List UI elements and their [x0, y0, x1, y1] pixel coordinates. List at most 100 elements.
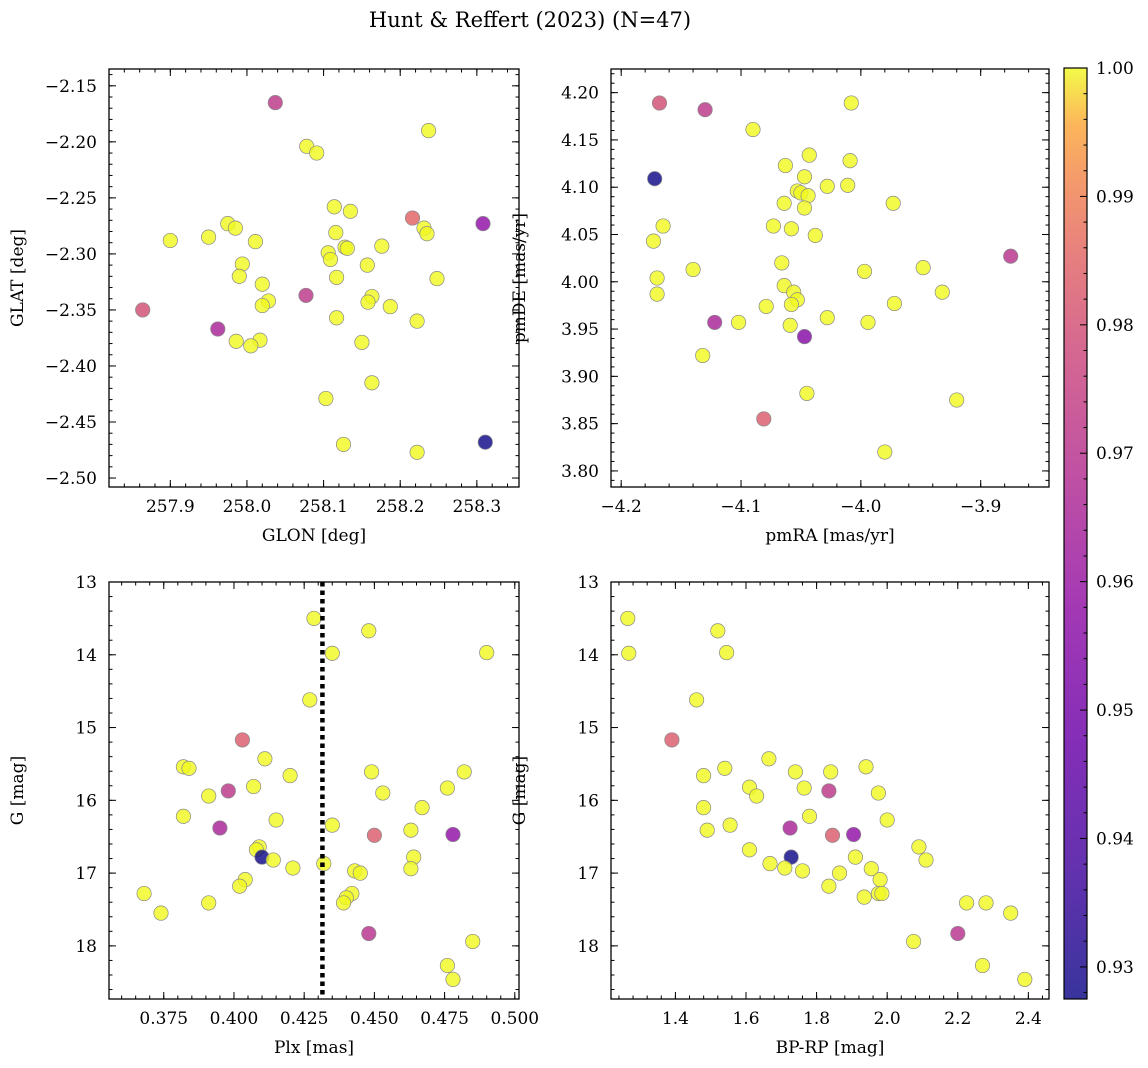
- data-point: [886, 295, 902, 312]
- data-point: [846, 826, 862, 843]
- data-point: [352, 865, 368, 881]
- y-axis-label: G [mag]: [8, 756, 28, 825]
- y-tick-label: 4.20: [561, 84, 599, 104]
- data-point: [409, 444, 425, 460]
- data-point: [843, 95, 859, 111]
- data-point: [329, 310, 345, 326]
- y-tick-label: 18: [75, 937, 97, 957]
- y-tick-label: 15: [75, 719, 97, 739]
- y-tick-label: −2.20: [45, 133, 97, 153]
- data-point: [796, 329, 813, 345]
- data-point: [874, 885, 890, 902]
- plot-frame: [108, 581, 520, 1000]
- data-point: [783, 296, 799, 313]
- data-point: [414, 800, 430, 816]
- data-point: [801, 147, 817, 163]
- data-point: [697, 102, 713, 118]
- plot-frame: [108, 68, 520, 488]
- data-point: [306, 610, 322, 626]
- panel-1: 257.9 258.0 258.1 258.2 258.3 −2.15 −2.20 −2.25…: [8, 68, 520, 546]
- x-tick-label: 0.400: [210, 1009, 259, 1029]
- data-point: [906, 933, 922, 950]
- data-point: [212, 820, 228, 836]
- y-axis-label: pmDE [mas/yr]: [510, 213, 530, 343]
- data-point: [787, 764, 803, 780]
- panel-4: 1.4 1.6 1.8 2.0 2.2 2.4 13 14 15 16 17 18 BP-RP [mag…: [510, 573, 1050, 1058]
- data-point: [439, 780, 455, 796]
- y-tick-label: 4.00: [561, 273, 599, 293]
- data-point: [421, 123, 437, 139]
- data-point: [201, 895, 217, 911]
- data-point: [135, 302, 151, 318]
- data-point: [777, 860, 793, 876]
- panels: 257.9 258.0 258.1 258.2 258.3 −2.15 −2.20 −2.25…: [8, 68, 1050, 1058]
- data-point: [364, 764, 380, 780]
- y-tick-label: 16: [577, 791, 599, 811]
- data-point: [477, 434, 493, 450]
- data-point: [777, 157, 793, 174]
- y-tick-label: −2.45: [45, 413, 97, 433]
- x-tick-label: 2.0: [874, 1009, 901, 1029]
- y-axis-label: GLAT [deg]: [8, 229, 28, 327]
- data-point: [911, 839, 927, 855]
- data-point: [696, 768, 712, 784]
- figure-title: Hunt & Reffert (2023) (N=47): [369, 8, 691, 32]
- data-point: [136, 885, 152, 902]
- data-point: [696, 800, 712, 816]
- data-point: [823, 764, 839, 780]
- x-axis-label: pmRA [mas/yr]: [765, 526, 894, 546]
- data-point: [621, 645, 637, 661]
- y-tick-label: 4.15: [561, 131, 599, 151]
- y-tick-label: −2.25: [45, 189, 97, 209]
- x-tick-label: 257.9: [146, 497, 195, 517]
- x-tick-label: 1.4: [662, 1009, 689, 1029]
- colorbar-tick-label: 1.00: [1096, 59, 1134, 79]
- y-tick-label: −2.40: [45, 357, 97, 377]
- data-point: [794, 863, 811, 879]
- data-point: [339, 240, 355, 256]
- data-point: [915, 260, 931, 276]
- data-point: [257, 751, 273, 767]
- colorbar-tick-label: 0.97: [1096, 444, 1134, 464]
- data-point: [364, 375, 380, 391]
- data-point: [741, 842, 758, 858]
- x-tick-label: 258.3: [453, 497, 502, 517]
- data-point: [322, 251, 339, 268]
- data-point: [824, 827, 841, 843]
- data-point: [651, 95, 668, 111]
- colorbar-tick-label: 0.99: [1096, 187, 1134, 207]
- colorbar: 0.93 0.94 0.95 0.96 0.97 0.98 0.99 1.00: [1063, 59, 1134, 1000]
- data-point: [479, 645, 495, 661]
- data-point: [782, 317, 798, 333]
- data-point: [934, 284, 950, 300]
- data-point: [819, 178, 835, 194]
- data-point: [649, 286, 665, 302]
- data-point: [831, 865, 848, 881]
- y-tick-label: 18: [577, 937, 599, 957]
- data-point: [1017, 971, 1033, 987]
- data-point: [918, 852, 934, 868]
- y-tick-label: 3.95: [561, 320, 599, 340]
- data-point: [181, 760, 197, 776]
- data-point: [220, 783, 236, 799]
- data-point: [375, 785, 391, 801]
- data-point: [783, 221, 799, 237]
- data-point: [821, 878, 837, 894]
- data-point: [445, 826, 461, 843]
- data-point: [877, 444, 893, 460]
- data-point: [231, 268, 247, 284]
- y-tick-label: 17: [75, 864, 97, 884]
- x-tick-label: 258.2: [376, 497, 425, 517]
- data-point: [695, 347, 711, 364]
- x-tick-label: 0.375: [139, 1009, 188, 1029]
- data-point: [807, 227, 823, 243]
- data-point: [885, 195, 901, 211]
- plot-frame: [610, 68, 1050, 488]
- data-point: [361, 623, 377, 639]
- data-point: [819, 310, 835, 326]
- data-point: [863, 861, 879, 877]
- data-point: [210, 321, 226, 337]
- data-point: [361, 925, 377, 942]
- data-point: [328, 225, 344, 241]
